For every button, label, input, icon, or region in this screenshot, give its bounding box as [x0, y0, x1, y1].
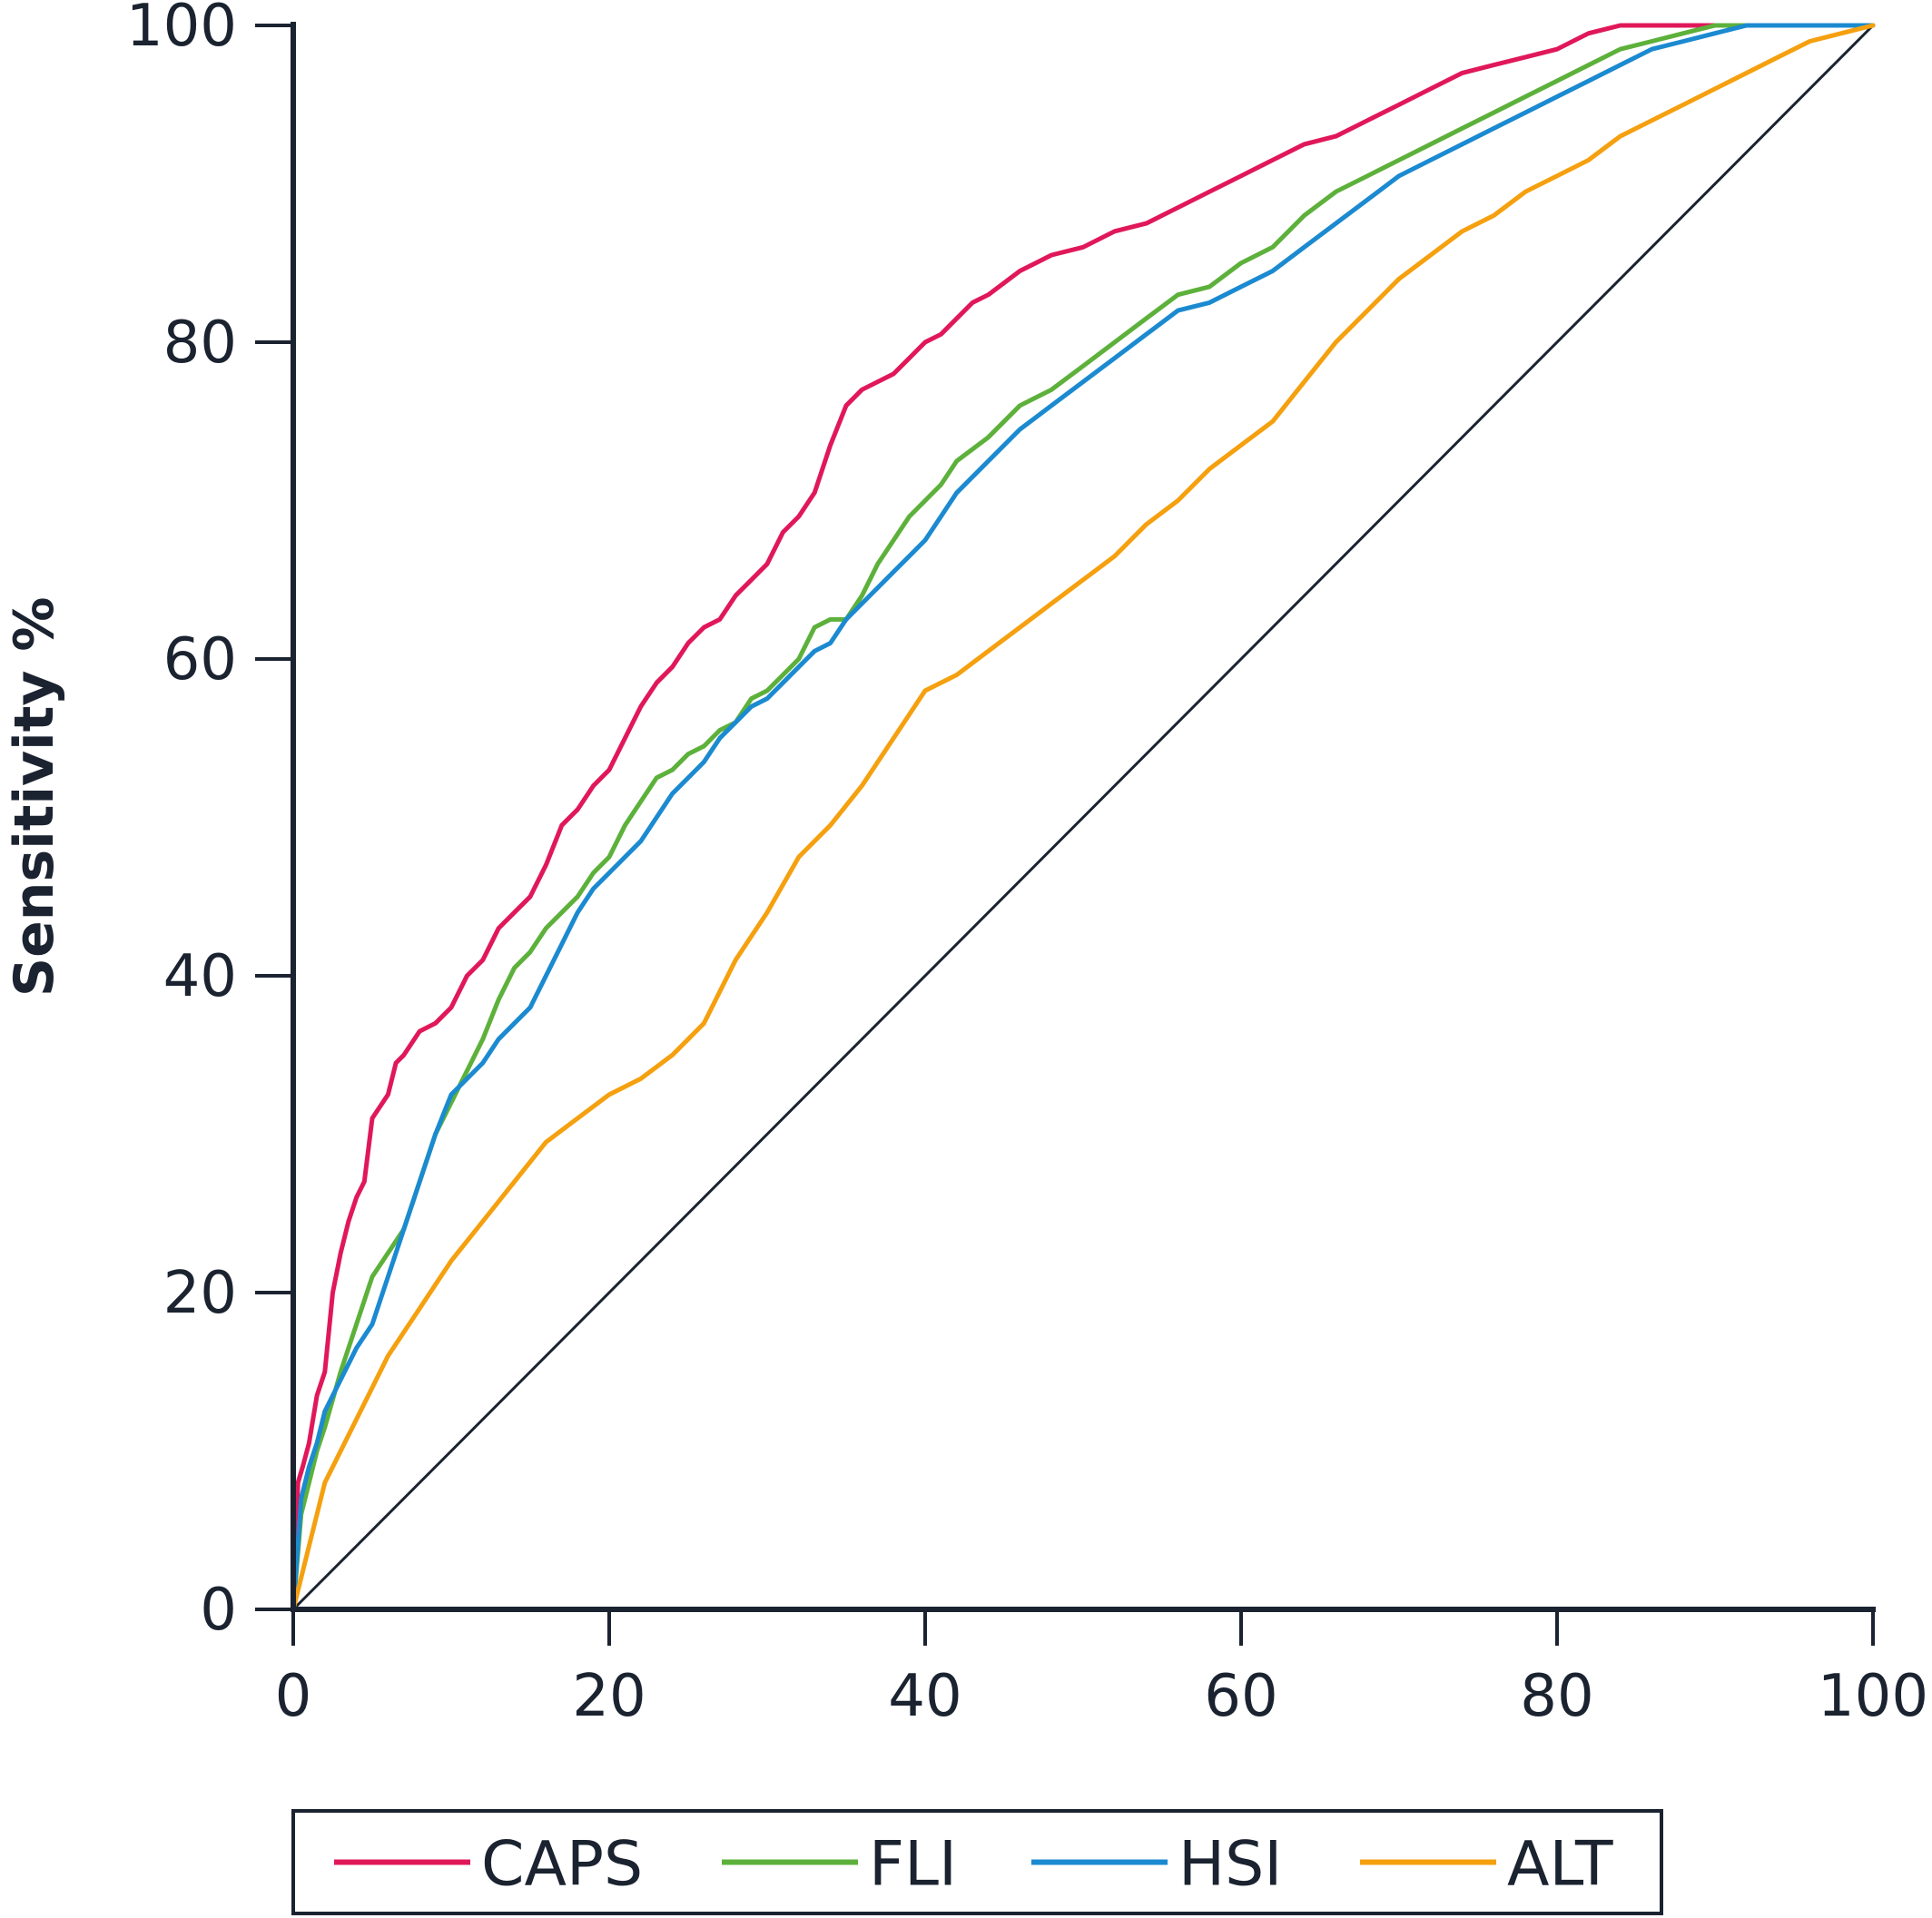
x-tick-label: 100 [1818, 1663, 1928, 1730]
reference-layer [291, 24, 1875, 1611]
legend: CAPS FLI HSI ALT [291, 1809, 1663, 1915]
series-line-alt [291, 23, 1876, 1612]
y-tick-label: 0 [200, 1577, 237, 1644]
series-line-hsi [291, 23, 1876, 1612]
legend-label-caps: CAPS [481, 1829, 643, 1901]
x-tick-label: 0 [275, 1663, 312, 1730]
y-tick-label: 60 [163, 626, 237, 693]
y-tick-label: 80 [163, 310, 237, 377]
x-tick-label: 80 [1520, 1663, 1593, 1730]
x-tick-label: 20 [572, 1663, 646, 1730]
legend-label-hsi: HSI [1178, 1829, 1282, 1901]
y-tick-label: 100 [126, 0, 237, 60]
x-tick-label: 40 [888, 1663, 961, 1730]
y-tick-label: 40 [163, 943, 237, 1010]
series-line-fli [291, 23, 1876, 1612]
y-tick-label: 20 [163, 1260, 237, 1327]
ticks-layer: 0 20 40 60 80 100 0 20 40 60 80 100 [126, 0, 1928, 1730]
axes-layer [291, 22, 1876, 1612]
x-tick-label: 60 [1204, 1663, 1277, 1730]
legend-label-alt: ALT [1507, 1829, 1613, 1901]
legend-label-fli: FLI [869, 1829, 957, 1901]
y-axis-title: Sensitivity % [3, 597, 66, 998]
series-line-caps [291, 23, 1876, 1612]
reference-diagonal-line [291, 24, 1875, 1611]
series-layer [291, 23, 1876, 1612]
